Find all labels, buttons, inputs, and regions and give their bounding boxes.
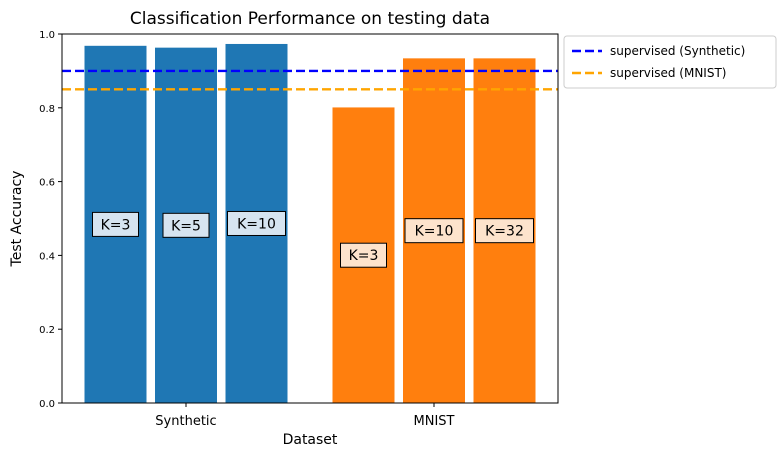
legend-entry: supervised (MNIST) [610, 66, 726, 80]
y-tick-label: 0.8 [39, 104, 55, 115]
bar-label: K=10 [404, 218, 464, 244]
bar-label-text: K=10 [237, 216, 276, 232]
bar-label-box [340, 242, 387, 268]
bar-label: K=5 [162, 212, 210, 238]
x-axis: Synthetic MNIST [155, 403, 455, 429]
legend-box [563, 35, 777, 89]
bar-label: K=10 [227, 210, 286, 236]
legend-entry: supervised (Synthetic) [610, 44, 745, 58]
bar-label-text: K=32 [485, 224, 524, 240]
bar-label: K=32 [475, 218, 534, 244]
y-tick-label: 1.0 [39, 30, 55, 41]
legend: supervised (Synthetic) supervised (MNIST) [563, 35, 777, 89]
bar-label-box [404, 218, 464, 244]
reference-lines-layer [62, 69, 558, 91]
bar-label-box [92, 211, 139, 237]
bar-label: K=3 [92, 211, 139, 237]
bars-layer [84, 43, 536, 404]
y-tick-label: 0.4 [39, 251, 55, 262]
chart-title: Classification Performance on testing da… [130, 9, 490, 29]
bar-label-text: K=5 [171, 218, 201, 234]
bar-label-box [475, 218, 534, 244]
bar-label-box [162, 212, 210, 238]
y-axis: 0.0 0.2 0.4 0.6 0.8 1.0 [39, 30, 62, 410]
bar-label-text: K=10 [415, 224, 454, 240]
y-tick-label: 0.0 [39, 399, 55, 410]
y-tick-label: 0.2 [39, 325, 55, 336]
bar-label-box [227, 210, 286, 236]
bar-label-text: K=3 [349, 248, 379, 264]
y-tick-label: 0.6 [39, 178, 55, 189]
x-tick-label: MNIST [414, 414, 455, 429]
plot-frame [61, 33, 559, 404]
bar-label: K=3 [340, 242, 387, 268]
bar-labels-layer: K=3 K=5 K=10 K=3 K=10 K=32 [92, 210, 534, 268]
y-axis-label: Test Accuracy [9, 171, 25, 268]
x-axis-label: Dataset [283, 432, 338, 448]
x-tick-label: Synthetic [155, 414, 216, 429]
bar-label-text: K=3 [101, 217, 131, 233]
